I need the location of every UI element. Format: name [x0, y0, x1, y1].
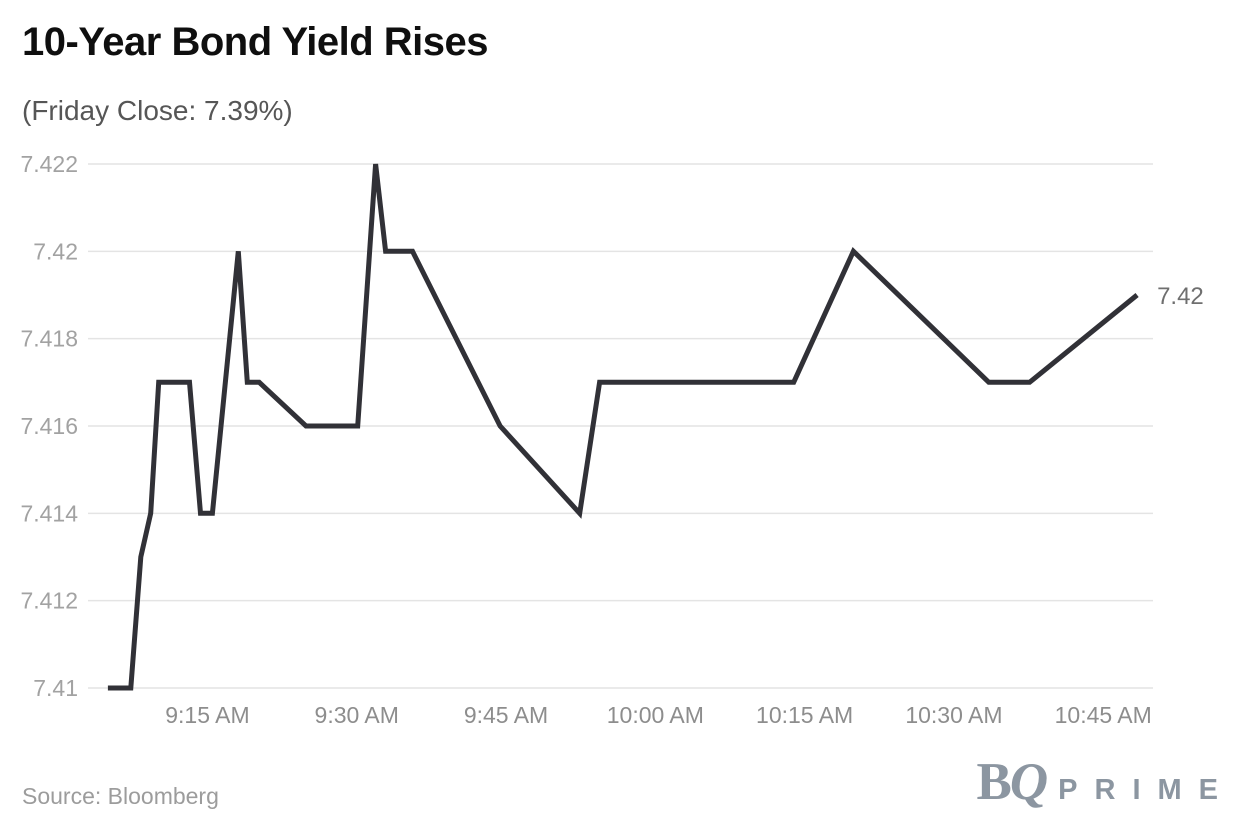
bqprime-logo: BQ PRIME — [977, 756, 1218, 809]
chart-subtitle: (Friday Close: 7.39%) — [22, 95, 293, 126]
logo-letter-q: Q — [1009, 753, 1048, 811]
x-axis-tick-label: 9:30 AM — [315, 702, 399, 728]
last-value-label: 7.42 — [1157, 283, 1204, 310]
x-axis-tick-label: 10:30 AM — [905, 702, 1002, 728]
logo-prime-wordmark: PRIME — [1058, 774, 1235, 806]
y-axis-tick-label: 7.418 — [20, 326, 78, 352]
source-credit: Source: Bloomberg — [22, 783, 219, 809]
yield-series-line — [107, 163, 1139, 691]
y-axis-tick-label: 7.414 — [20, 500, 78, 526]
x-axis-tick-label: 10:15 AM — [756, 702, 853, 728]
x-axis-tick-label: 10:45 AM — [1055, 702, 1152, 728]
x-axis-tick-label: 9:45 AM — [464, 702, 548, 728]
y-axis-tick-label: 7.422 — [20, 151, 78, 177]
logo-bq-monogram: BQ — [976, 753, 1049, 811]
x-axis-tick-label: 10:00 AM — [607, 702, 704, 728]
chart-title: 10-Year Bond Yield Rises — [22, 20, 489, 64]
y-axis-tick-label: 7.412 — [20, 588, 78, 614]
y-axis-tick-label: 7.41 — [33, 675, 78, 701]
y-axis-tick-label: 7.416 — [20, 413, 78, 439]
logo-letter-b: B — [976, 753, 1012, 811]
x-axis-tick-label: 9:15 AM — [165, 702, 249, 728]
y-axis-tick-label: 7.42 — [33, 238, 78, 264]
